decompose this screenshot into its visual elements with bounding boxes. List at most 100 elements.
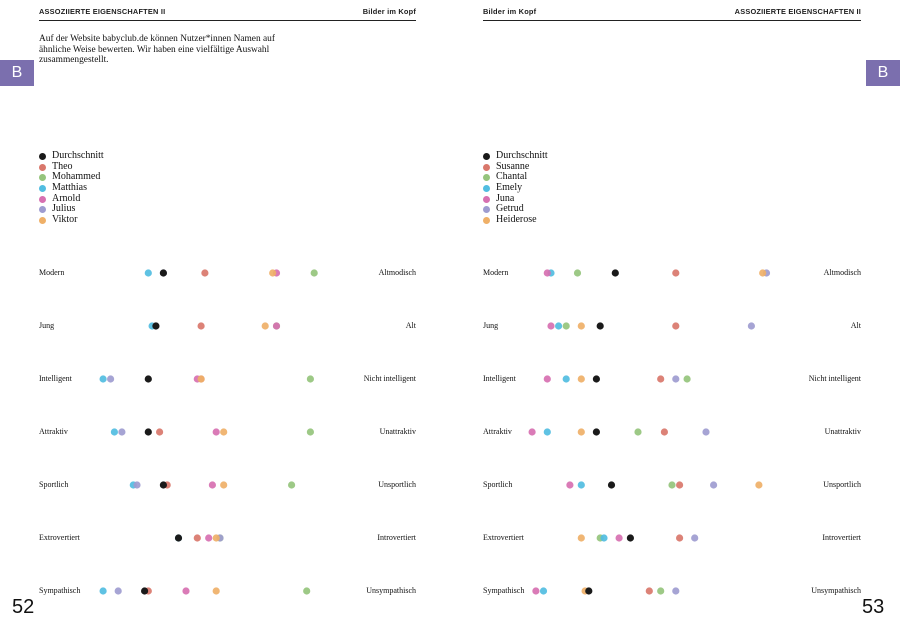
scale-label-left: Modern: [39, 268, 65, 277]
right-dot-emely-sympathisch: [539, 587, 548, 595]
scale-label-right: Alt: [850, 321, 861, 330]
legend-label: Durchschnitt: [52, 150, 104, 161]
right-dot-chantal-attraktiv: [634, 428, 642, 436]
legend-dot: [483, 163, 490, 171]
right-dot-juna-sympathisch: [532, 587, 540, 595]
legend-item: Julius: [39, 204, 104, 215]
legend-item: Durchschnitt: [39, 150, 104, 162]
right-dot-heiderose-extrovertiert: [577, 534, 585, 542]
right-dot-susanne-intelligent: [657, 375, 665, 383]
legend-dot: [483, 153, 490, 160]
legend-label: Chantal: [496, 171, 528, 183]
scale-label-right: Nicht intelligent: [363, 374, 416, 383]
right-dot-juna-modern: [543, 269, 551, 277]
left-page-number: 52: [12, 596, 35, 618]
left-dot-viktor-sympathisch: [212, 587, 220, 595]
right-dot-durchschnitt-sportlich: [607, 481, 616, 489]
right-chapter-tab: B: [866, 60, 900, 86]
legend-item: Emely: [483, 182, 548, 194]
legend-item: Chantal: [483, 172, 548, 183]
legend-dot: [39, 153, 46, 160]
scale-label-left: Modern: [483, 268, 509, 277]
scale-label-left: Intelligent: [483, 374, 516, 383]
left-dot-viktor-modern: [269, 269, 277, 277]
right-dot-juna-extrovertiert: [615, 534, 623, 542]
right-header-section: ASSOZIIERTE EIGENSCHAFTEN II: [734, 7, 861, 16]
scale-label-left: Jung: [483, 321, 499, 330]
scale-label-right: Alt: [405, 321, 416, 330]
left-dot-durchschnitt-sportlich: [159, 481, 167, 489]
legend-label: Mohammed: [52, 171, 101, 183]
left-dot-matthias-sympathisch: [99, 587, 107, 595]
legend-label: Emely: [496, 182, 523, 194]
legend-item: Juna: [483, 193, 548, 205]
right-dot-getrud-sportlich: [710, 481, 718, 489]
left-dot-theo-attraktiv: [156, 428, 164, 436]
right-dot-getrud-extrovertiert: [691, 534, 699, 542]
right-page-number: 53: [862, 596, 885, 618]
legend-label: Susanne: [496, 160, 530, 172]
left-header-section: ASSOZIIERTE EIGENSCHAFTEN II: [39, 7, 166, 16]
right-dot-heiderose-intelligent: [577, 375, 585, 383]
left-dot-durchschnitt-sympathisch: [141, 587, 149, 595]
left-dot-arnold-sympathisch: [182, 587, 190, 595]
scale-label-right: Introvertiert: [822, 533, 861, 542]
left-dot-arnold-jung: [272, 322, 281, 330]
right-dot-chantal-modern: [573, 269, 582, 277]
scale-label-right: Unsportlich: [378, 480, 416, 489]
right-dot-durchschnitt-attraktiv: [592, 428, 601, 436]
scale-label-left: Sympathisch: [39, 586, 81, 595]
legend-label: Durchschnitt: [496, 150, 548, 161]
scale-label-right: Introvertiert: [377, 533, 416, 542]
intro-text: Auf der Website babyclub.de können Nutze…: [39, 34, 275, 66]
left-dot-viktor-jung: [261, 322, 269, 330]
legend-item: Arnold: [39, 192, 104, 205]
left-dot-matthias-intelligent: [99, 375, 107, 383]
left-dot-mohammed-attraktiv: [306, 428, 314, 436]
right-dot-getrud-intelligent: [672, 375, 680, 383]
legend-dot: [483, 185, 490, 193]
left-dot-durchschnitt-modern: [159, 269, 167, 277]
left-dot-durchschnitt-attraktiv: [144, 428, 152, 436]
scale-label-left: Intelligent: [39, 374, 72, 383]
legend-label: Julius: [52, 203, 76, 215]
left-legend: Durchschnitt Theo Mohammed Matthias Arnold Ju…: [39, 150, 104, 226]
right-dot-getrud-attraktiv: [702, 428, 710, 436]
right-dot-juna-sportlich: [566, 481, 574, 489]
left-dot-mohammed-sportlich: [288, 481, 296, 489]
legend-label: Arnold: [52, 192, 81, 204]
right-dot-emely-extrovertiert: [600, 534, 608, 542]
left-header-rule: [39, 20, 416, 21]
left-dot-julius-sympathisch: [114, 587, 122, 595]
legend-label: Heiderose: [496, 214, 537, 226]
scale-label-right: Unattraktiv: [824, 427, 861, 436]
legend-dot: [483, 206, 490, 214]
legend-dot: [39, 174, 46, 182]
scale-label-left: Jung: [39, 321, 55, 330]
left-dot-durchschnitt-jung: [152, 322, 160, 330]
right-dot-chantal-sympathisch: [657, 587, 665, 595]
legend-dot: [39, 217, 46, 225]
legend-dot: [39, 163, 46, 171]
left-dot-theo-modern: [201, 269, 209, 277]
scale-label-right: Altmodisch: [378, 268, 416, 277]
left-dot-viktor-sportlich: [220, 481, 228, 489]
scale-label-left: Attraktiv: [39, 427, 68, 436]
right-dot-susanne-sympathisch: [645, 587, 653, 595]
left-header-book-title: Bilder im Kopf: [362, 7, 416, 16]
right-dot-juna-intelligent: [543, 375, 551, 383]
right-dot-emely-sportlich: [577, 481, 585, 489]
left-dot-viktor-attraktiv: [220, 428, 228, 436]
scale-label-right: Unsympathisch: [366, 586, 416, 595]
left-dot-mohammed-intelligent: [306, 375, 314, 383]
right-dot-durchschnitt-modern: [611, 269, 619, 277]
right-dot-heiderose-jung: [577, 322, 585, 330]
left-chapter-tab: B: [0, 60, 34, 86]
left-dot-matthias-attraktiv: [110, 428, 118, 436]
legend-dot: [483, 174, 490, 182]
right-dot-susanne-attraktiv: [660, 428, 669, 436]
right-dot-emely-intelligent: [562, 375, 570, 383]
left-dot-mohammed-modern: [310, 269, 318, 277]
scale-label-right: Nicht intelligent: [808, 374, 861, 383]
